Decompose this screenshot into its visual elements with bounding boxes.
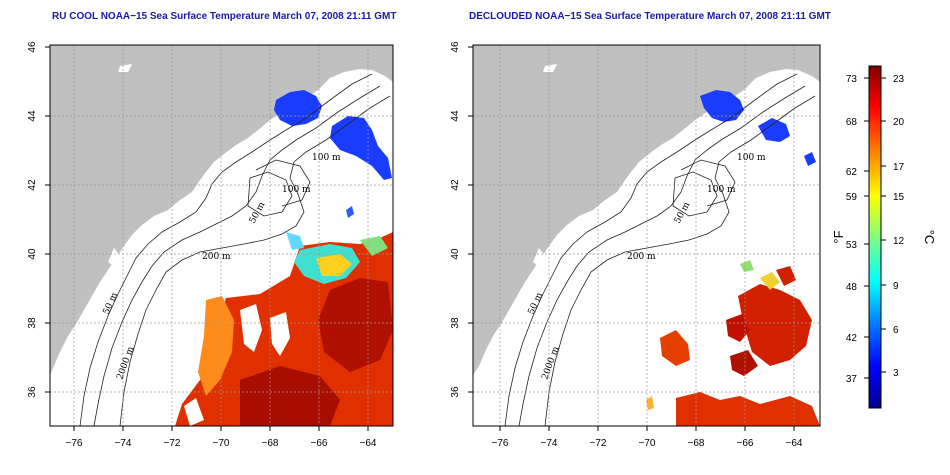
left-land-mass bbox=[50, 45, 393, 375]
left-x-axis: −76 −74 −72 −70 −68 −66 −64 bbox=[66, 426, 377, 449]
colorbar-c-tick: 9 bbox=[893, 281, 899, 292]
right-x-tick-label: −70 bbox=[639, 438, 656, 449]
colorbar-celsius-label: °C bbox=[922, 230, 937, 245]
right-warm-patch-mid bbox=[726, 314, 750, 342]
colorbar-f-tick: 68 bbox=[846, 117, 858, 128]
right-warm-patch-north bbox=[776, 266, 796, 286]
right-x-tick-label: −72 bbox=[590, 438, 607, 449]
left-cloud-gap-1 bbox=[240, 304, 262, 352]
right-yellow-patch bbox=[760, 272, 780, 290]
temperature-colorbar: 73 68 62 59 53 48 42 37 23 20 17 15 12 9… bbox=[831, 65, 937, 409]
left-y-tick-label: 42 bbox=[27, 179, 38, 191]
colorbar-f-tick: 53 bbox=[846, 240, 858, 251]
left-x-tick-label: −76 bbox=[66, 438, 83, 449]
left-warm-dark-core bbox=[318, 278, 393, 372]
colorbar-c-tick: 12 bbox=[893, 236, 905, 247]
left-map-title: RU COOL NOAA−15 Sea Surface Temperature … bbox=[52, 11, 397, 22]
right-land-mass bbox=[473, 45, 820, 375]
right-small-patch bbox=[646, 396, 654, 410]
left-warm-dark-south bbox=[240, 366, 340, 426]
right-warm-patch-south bbox=[676, 392, 820, 426]
left-contour-label-100m-mid: 100 m bbox=[282, 185, 311, 195]
colorbar-c-tick: 3 bbox=[893, 368, 899, 379]
right-y-tick-label: 44 bbox=[450, 110, 461, 122]
left-cloud-gap-3 bbox=[184, 398, 204, 426]
right-y-tick-label: 46 bbox=[450, 41, 461, 53]
right-contour-label-100m-north: 100 m bbox=[737, 153, 766, 163]
left-y-tick-label: 46 bbox=[27, 41, 38, 53]
colorbar-c-tick: 15 bbox=[893, 192, 905, 203]
left-orange-streaks bbox=[198, 296, 234, 396]
left-contour-label-100m-north: 100 m bbox=[312, 153, 341, 163]
right-contour-label-200m: 200 m bbox=[627, 252, 656, 262]
left-contour-label-200m: 200 m bbox=[202, 252, 231, 262]
right-x-tick-label: −66 bbox=[737, 438, 754, 449]
left-y-tick-label: 38 bbox=[27, 317, 38, 329]
right-contour-label-100m-mid: 100 m bbox=[707, 185, 736, 195]
left-green-fragment bbox=[360, 236, 388, 256]
colorbar-gradient bbox=[868, 65, 882, 409]
left-bathymetry-contours bbox=[79, 73, 391, 426]
left-map-panel: 100 m 100 m 50 m 200 m 50 m 2000 m bbox=[49, 44, 394, 427]
right-y-tick-label: 38 bbox=[450, 317, 461, 329]
right-x-tick-label: −68 bbox=[688, 438, 705, 449]
right-bathymetry-contours bbox=[504, 73, 816, 426]
right-warm-patch-west bbox=[660, 330, 690, 366]
right-y-tick-label: 36 bbox=[450, 386, 461, 398]
left-y-tick-label: 40 bbox=[27, 248, 38, 260]
right-map-title: DECLOUDED NOAA−15 Sea Surface Temperatur… bbox=[469, 11, 831, 22]
right-land-water-inlet bbox=[533, 248, 545, 268]
left-yellow-front bbox=[316, 254, 352, 276]
left-y-axis: 46 44 42 40 38 36 bbox=[27, 41, 50, 398]
colorbar-f-tick: 42 bbox=[846, 333, 858, 344]
right-grid bbox=[473, 45, 820, 426]
right-x-axis: −76 −74 −72 −70 −68 −66 −64 bbox=[492, 426, 803, 449]
colorbar-f-tick: 37 bbox=[846, 374, 858, 385]
right-warm-patch-south-dark bbox=[730, 350, 758, 376]
left-grid bbox=[50, 45, 393, 426]
right-y-tick-label: 42 bbox=[450, 179, 461, 191]
right-y-axis: 46 44 42 40 38 36 bbox=[450, 41, 473, 398]
right-cold-water-east bbox=[758, 118, 790, 142]
right-x-tick-label: −64 bbox=[786, 438, 803, 449]
colorbar-c-tick: 6 bbox=[893, 325, 899, 336]
left-x-tick-label: −66 bbox=[311, 438, 328, 449]
colorbar-f-tick: 59 bbox=[846, 192, 858, 203]
left-land-water-inlet bbox=[108, 248, 120, 268]
left-x-tick-label: −70 bbox=[213, 438, 230, 449]
right-warm-patch-east bbox=[738, 284, 812, 366]
right-x-tick-label: −74 bbox=[541, 438, 558, 449]
right-cold-fragment bbox=[804, 152, 816, 166]
left-x-tick-label: −64 bbox=[360, 438, 377, 449]
left-x-tick-label: −68 bbox=[262, 438, 279, 449]
left-cyan-fragment bbox=[286, 232, 304, 250]
left-cold-water-east bbox=[330, 116, 392, 180]
left-y-tick-label: 44 bbox=[27, 110, 38, 122]
colorbar-f-tick: 62 bbox=[846, 167, 858, 178]
right-land-lake bbox=[543, 64, 557, 72]
left-x-tick-label: −72 bbox=[164, 438, 181, 449]
left-cold-patch-small bbox=[346, 206, 354, 218]
colorbar-fahrenheit-label: °F bbox=[831, 230, 846, 243]
right-y-tick-label: 40 bbox=[450, 248, 461, 260]
colorbar-c-tick: 23 bbox=[893, 74, 905, 85]
colorbar-f-tick: 48 bbox=[846, 282, 858, 293]
left-x-tick-label: −74 bbox=[115, 438, 132, 449]
left-land-lake bbox=[118, 64, 132, 72]
right-green-patch bbox=[740, 260, 754, 272]
left-y-tick-label: 36 bbox=[27, 386, 38, 398]
colorbar-c-tick: 20 bbox=[893, 117, 905, 128]
right-x-tick-label: −76 bbox=[492, 438, 509, 449]
colorbar-c-tick: 17 bbox=[893, 162, 905, 173]
left-cold-water-north bbox=[274, 90, 322, 126]
right-map-panel: 100 m 100 m 50 m 200 m 50 m 2000 m bbox=[472, 44, 821, 427]
colorbar-f-tick: 73 bbox=[846, 74, 858, 85]
right-cold-water-north bbox=[700, 90, 744, 122]
